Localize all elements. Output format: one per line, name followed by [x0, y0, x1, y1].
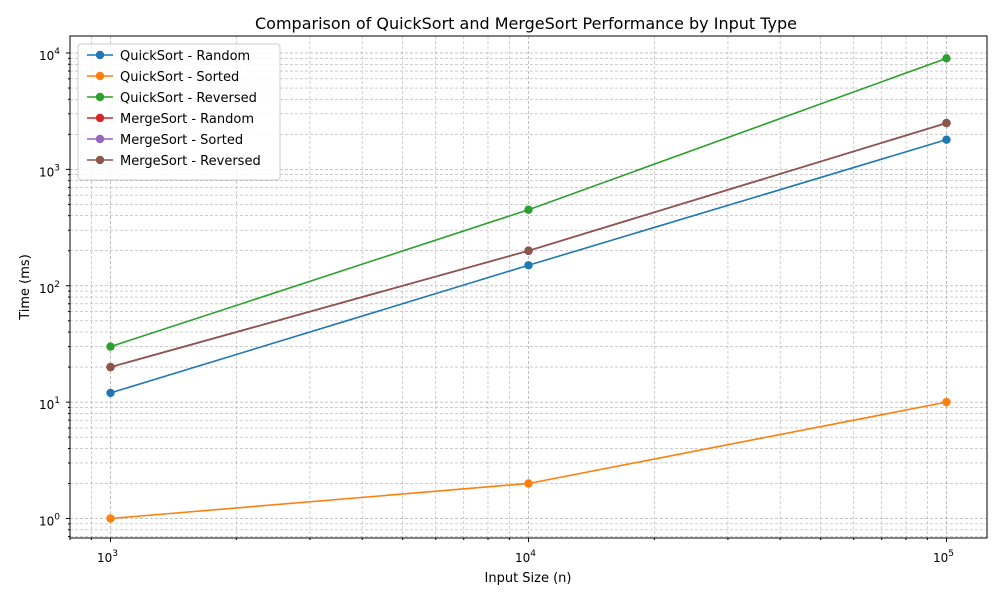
data-point: [942, 135, 951, 144]
series: [106, 397, 951, 523]
x-tick-label: 105: [933, 549, 954, 565]
x-tick-label: 104: [515, 549, 536, 565]
data-point: [524, 261, 533, 270]
data-point: [524, 205, 533, 214]
data-point: [106, 388, 115, 398]
data-point: [942, 397, 951, 407]
legend-label: MergeSort - Reversed: [120, 154, 261, 169]
data-point: [942, 54, 951, 63]
legend-label: QuickSort - Reversed: [120, 91, 257, 106]
legend-swatch-marker: [95, 134, 105, 144]
legend-item: QuickSort - Sorted: [87, 70, 239, 85]
y-tick-label: 104: [39, 47, 60, 63]
chart-title: Comparison of QuickSort and MergeSort Pe…: [255, 14, 797, 33]
legend-label: QuickSort - Random: [120, 49, 250, 64]
y-axis-label: Time (ms): [18, 254, 33, 321]
legend-item: QuickSort - Random: [87, 49, 250, 64]
data-point: [106, 362, 115, 372]
legend-label: MergeSort - Sorted: [120, 133, 243, 148]
legend-label: QuickSort - Sorted: [120, 70, 239, 85]
legend-swatch-marker: [95, 71, 105, 81]
legend-swatch-marker: [95, 50, 105, 60]
legend-swatch-marker: [95, 155, 105, 165]
series: [106, 135, 951, 398]
legend-swatch-marker: [95, 113, 105, 123]
data-point: [106, 514, 115, 523]
legend-item: MergeSort - Random: [87, 112, 254, 127]
series: [106, 118, 951, 372]
y-axis: 100 101 102 103 104: [39, 47, 70, 538]
y-tick-label: 101: [39, 396, 60, 412]
series-group: [106, 54, 951, 523]
y-tick-label: 100: [39, 513, 60, 529]
data-point: [106, 342, 115, 351]
legend-swatch-marker: [95, 92, 105, 102]
x-axis: 103 104 105: [69, 538, 954, 565]
y-tick-label: 103: [39, 163, 60, 179]
data-point: [942, 118, 951, 128]
x-axis-label: Input Size (n): [485, 571, 572, 586]
legend-label: MergeSort - Random: [120, 112, 254, 127]
legend-item: QuickSort - Reversed: [87, 91, 257, 106]
legend-frame: [77, 43, 281, 181]
y-tick-label: 102: [39, 280, 60, 296]
data-point: [524, 479, 533, 488]
x-tick-label: 103: [97, 549, 118, 565]
legend-item: MergeSort - Reversed: [87, 154, 261, 169]
legend-item: MergeSort - Sorted: [87, 133, 243, 148]
legend: QuickSort - Random QuickSort - Sorted Quic…: [77, 43, 281, 181]
series: [106, 54, 951, 351]
data-point: [524, 246, 533, 255]
